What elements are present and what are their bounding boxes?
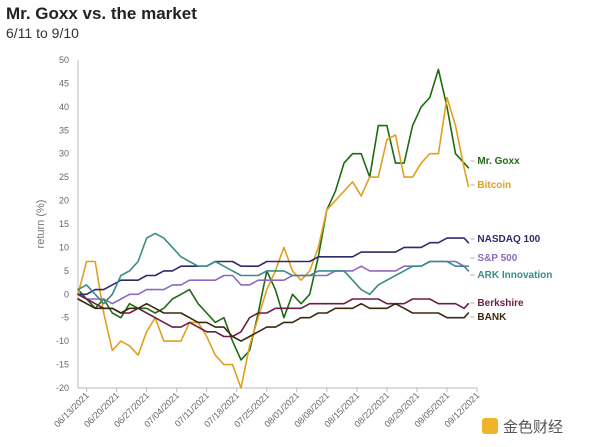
y-tick-label: 20 <box>59 196 69 206</box>
y-tick-label: 10 <box>59 242 69 252</box>
series-line-s-p-500 <box>77 260 470 305</box>
y-tick-label: 25 <box>59 172 69 182</box>
series-label-s-p-500: S&P 500 <box>477 253 517 264</box>
y-tick-label: 30 <box>59 149 69 159</box>
chart-subtitle: 6/11 to 9/10 <box>6 25 79 41</box>
y-tick-label: 45 <box>59 78 69 88</box>
y-tick-label: -10 <box>56 336 69 346</box>
y-tick-label: 35 <box>59 125 69 135</box>
series-label-bitcoin: Bitcoin <box>477 180 511 191</box>
watermark-text: 金色财经 <box>503 419 563 436</box>
series-line-mr-goxx <box>77 68 470 361</box>
watermark: 金色财经 <box>482 418 563 436</box>
y-tick-label: 15 <box>59 219 69 229</box>
y-tick-label: 50 <box>59 55 69 65</box>
y-tick-label: -5 <box>61 313 69 323</box>
y-axis-label: return (%) <box>35 200 47 249</box>
series-label-mr-goxx: Mr. Goxx <box>477 156 520 167</box>
series-label-ark-innovation: ARK Innovation <box>477 270 552 281</box>
chart-title: Mr. Goxx vs. the market <box>6 4 197 23</box>
series-label-berkshire: Berkshire <box>477 298 524 309</box>
series-line-berkshire <box>77 293 470 338</box>
series-line-nasdaq-100 <box>77 237 470 296</box>
series-line-bank <box>77 298 470 342</box>
y-tick-label: -15 <box>56 360 69 370</box>
series-line-ark-innovation <box>77 232 470 305</box>
series-label-nasdaq-100: NASDAQ 100 <box>477 234 540 245</box>
series-label-bank: BANK <box>477 312 507 323</box>
y-tick-label: 0 <box>64 289 69 299</box>
y-tick-label: 5 <box>64 266 69 276</box>
y-tick-label: 40 <box>59 102 69 112</box>
watermark-logo-icon <box>482 418 498 434</box>
y-tick-label: -20 <box>56 383 69 393</box>
